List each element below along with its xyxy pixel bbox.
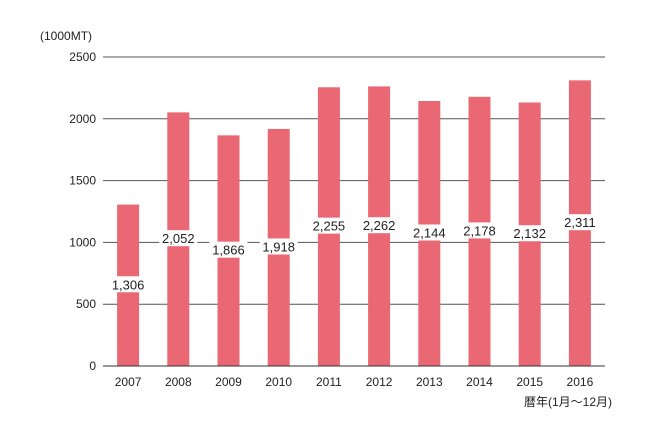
x-tick-label: 2014 xyxy=(466,375,493,389)
y-tick-label: 0 xyxy=(89,359,96,373)
unit-label: (1000MT) xyxy=(40,29,92,43)
x-axis-label: 暦年(1月〜12月) xyxy=(524,395,612,409)
data-label: 2,178 xyxy=(463,223,496,238)
x-tick-label: 2015 xyxy=(516,375,543,389)
data-label-background xyxy=(510,225,549,242)
data-label-background xyxy=(109,276,148,293)
data-label-background xyxy=(259,238,298,255)
x-tick-label: 2013 xyxy=(416,375,443,389)
data-label: 1,306 xyxy=(112,277,145,292)
x-tick-label: 2009 xyxy=(215,375,242,389)
data-label-background xyxy=(410,224,449,241)
x-axis-categories: 2007 2008 2009 2010 2011 2012 2013 2014 2015 2016 xyxy=(115,375,594,389)
y-tick-label: 1000 xyxy=(69,235,96,249)
y-tick-label: 2500 xyxy=(69,50,96,64)
data-label: 2,052 xyxy=(162,231,195,246)
data-label-background xyxy=(309,217,348,234)
x-tick-label: 2007 xyxy=(115,375,142,389)
x-tick-label: 2008 xyxy=(165,375,192,389)
x-tick-label: 2011 xyxy=(316,375,342,389)
x-tick-label: 2016 xyxy=(567,375,594,389)
data-label: 2,132 xyxy=(513,226,546,241)
data-label: 1,918 xyxy=(262,239,295,254)
data-label-background xyxy=(159,230,198,247)
bars xyxy=(117,80,591,367)
data-label: 2,255 xyxy=(313,219,346,234)
y-tick-label: 2000 xyxy=(69,112,96,126)
data-label: 2,262 xyxy=(363,218,396,233)
data-label-background xyxy=(360,217,399,234)
data-label: 1,866 xyxy=(212,243,245,258)
data-label-background xyxy=(209,241,248,258)
data-label: 2,144 xyxy=(413,226,446,241)
x-tick-label: 2010 xyxy=(265,375,292,389)
data-label-background xyxy=(560,214,599,231)
data-label: 2,311 xyxy=(564,215,596,230)
data-label-background xyxy=(460,222,499,239)
y-axis-ticks: 0 500 1000 1500 2000 2500 xyxy=(69,50,96,373)
y-tick-label: 500 xyxy=(76,297,96,311)
x-tick-label: 2012 xyxy=(366,375,393,389)
y-tick-label: 1500 xyxy=(69,174,96,188)
data-labels: 1,306 2,052 1,866 1,918 2,255 2,262 2,144 2,178… xyxy=(109,214,599,293)
